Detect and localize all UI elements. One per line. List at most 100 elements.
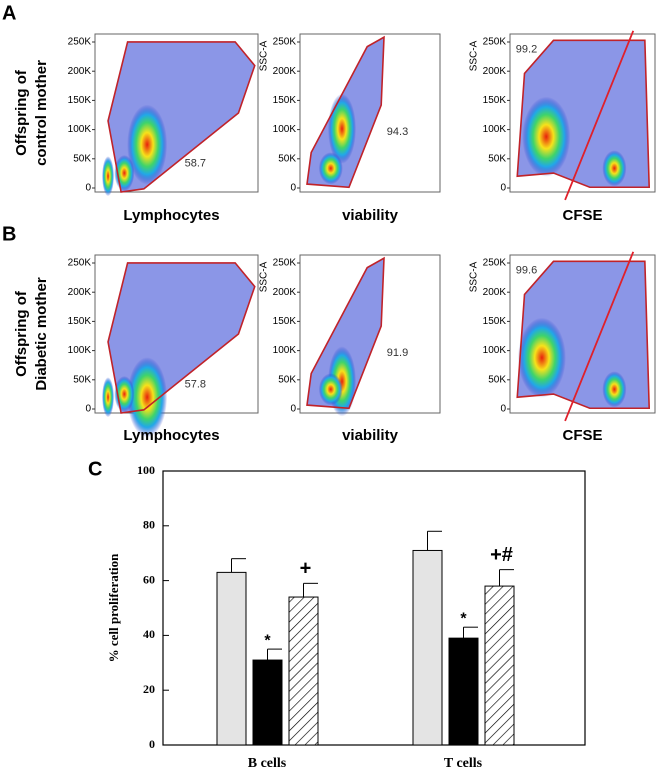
bar — [252, 659, 283, 746]
row-label: control mother — [33, 60, 50, 166]
flow-x-label: Lymphocytes — [123, 427, 219, 444]
gate-value: 99.2 — [516, 44, 537, 56]
y-tick-label: 20 — [143, 682, 155, 696]
flow-y-tick-label: 250K — [273, 37, 297, 48]
flow-x-label: viability — [342, 427, 399, 444]
flow-x-label: viability — [342, 207, 399, 224]
significance-mark: +# — [490, 544, 513, 566]
significance-mark: * — [264, 632, 271, 649]
flow-y-tick-label: 200K — [483, 66, 507, 77]
flow-y-tick-label: 150K — [68, 95, 92, 106]
panel-letter: A — [2, 2, 16, 24]
flow-y-tick-label: 50K — [73, 374, 91, 385]
flow-y-tick-label: 200K — [68, 66, 92, 77]
flow-y-tick-label: 100K — [68, 345, 92, 356]
flow-y-tick-label: 150K — [483, 95, 507, 106]
flow-y-tick-label: 150K — [273, 316, 297, 327]
panel-letter: C — [88, 458, 102, 480]
gate — [107, 41, 256, 193]
panel-letter: B — [2, 223, 16, 245]
x-tick-label: T cells — [444, 756, 483, 771]
event-cloud — [307, 258, 384, 409]
bar — [448, 637, 479, 746]
bar — [216, 571, 247, 746]
bar — [412, 549, 443, 746]
flow-y-tick-label: 0 — [290, 183, 296, 194]
y-tick-label: 100 — [137, 463, 155, 477]
flow-y-tick-label: 200K — [273, 287, 297, 298]
y-tick-label: 40 — [143, 627, 155, 641]
flow-y-tick-label: 100K — [273, 345, 297, 356]
significance-mark: + — [300, 558, 312, 580]
gate-value: 57.8 — [185, 378, 206, 390]
y-tick-label: 80 — [143, 518, 155, 532]
y-axis-label: % cell proliferation — [106, 553, 121, 663]
y-tick-label: 0 — [149, 737, 155, 751]
row-label: Diabetic mother — [33, 277, 50, 391]
flow-y-tick-label: 50K — [278, 374, 296, 385]
density-blob — [602, 371, 627, 408]
flow-y-label: SSC-A — [259, 261, 270, 292]
flow-y-tick-label: 50K — [278, 153, 296, 164]
flow-x-label: CFSE — [562, 427, 602, 444]
flow-x-label: Lymphocytes — [123, 207, 219, 224]
flow-y-tick-label: 0 — [290, 404, 296, 415]
density-blob — [522, 96, 571, 177]
y-tick-label: 60 — [143, 572, 155, 586]
flow-y-tick-label: 250K — [273, 258, 297, 269]
flow-y-tick-label: 250K — [68, 37, 92, 48]
flow-y-tick-label: 0 — [85, 404, 91, 415]
flow-y-tick-label: 150K — [68, 316, 92, 327]
gate-value: 91.9 — [387, 347, 408, 359]
flow-y-label: SSC-A — [469, 40, 480, 71]
density-blob — [517, 317, 566, 398]
gate-value: 99.6 — [516, 265, 537, 277]
density-blob — [127, 357, 168, 438]
flow-y-tick-label: 100K — [68, 124, 92, 135]
flow-y-tick-label: 50K — [73, 153, 91, 164]
gate-divider — [564, 251, 635, 422]
row-label: Offspring of — [13, 290, 30, 377]
flow-y-tick-label: 200K — [483, 287, 507, 298]
flow-y-tick-label: 250K — [483, 258, 507, 269]
bar — [288, 596, 319, 746]
gate — [306, 256, 385, 410]
flow-y-tick-label: 250K — [68, 258, 92, 269]
flow-x-label: CFSE — [562, 207, 602, 224]
flow-y-tick-label: 100K — [273, 124, 297, 135]
gate — [306, 35, 385, 189]
significance-mark: * — [460, 610, 467, 627]
density-blob — [102, 156, 115, 197]
gate-value: 58.7 — [185, 157, 206, 169]
gate-value: 94.3 — [387, 126, 408, 138]
row-label: Offspring of — [13, 69, 30, 156]
gate-divider — [564, 30, 635, 201]
flow-y-tick-label: 0 — [85, 183, 91, 194]
flow-y-tick-label: 100K — [483, 124, 507, 135]
flow-y-tick-label: 250K — [483, 37, 507, 48]
bar — [484, 585, 515, 746]
flow-y-label: SSC-A — [259, 40, 270, 71]
gate — [516, 39, 651, 189]
flow-y-tick-label: 150K — [483, 316, 507, 327]
flow-y-tick-label: 200K — [68, 287, 92, 298]
x-tick-label: B cells — [248, 756, 287, 771]
density-blob — [127, 104, 168, 185]
density-blob — [328, 93, 356, 164]
flow-y-tick-label: 50K — [488, 153, 506, 164]
density-blob — [602, 150, 627, 187]
flow-y-tick-label: 0 — [500, 183, 506, 194]
plot-frame — [162, 470, 586, 746]
flow-y-tick-label: 100K — [483, 345, 507, 356]
density-blob — [102, 377, 115, 418]
flow-y-tick-label: 150K — [273, 95, 297, 106]
flow-y-tick-label: 0 — [500, 404, 506, 415]
gate — [107, 262, 256, 414]
flow-y-tick-label: 200K — [273, 66, 297, 77]
flow-y-label: SSC-A — [469, 261, 480, 292]
flow-y-tick-label: 50K — [488, 374, 506, 385]
density-blob — [318, 152, 343, 185]
gate — [516, 260, 651, 410]
density-blob — [318, 373, 343, 406]
